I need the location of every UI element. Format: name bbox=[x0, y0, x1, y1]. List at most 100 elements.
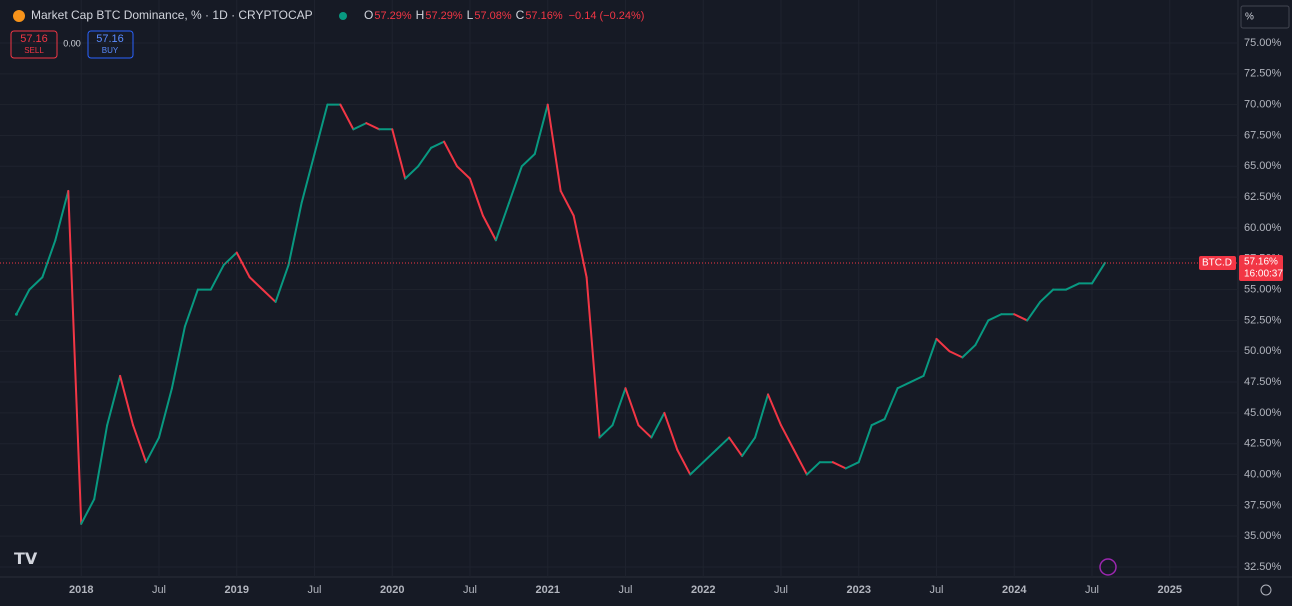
ohlc-value: 57.29% bbox=[374, 10, 412, 22]
segment bbox=[235, 251, 251, 279]
buy-label: BUY bbox=[102, 46, 119, 55]
segment bbox=[1065, 282, 1081, 291]
x-tick-label: 2018 bbox=[69, 584, 93, 596]
x-tick-label: Jul bbox=[774, 584, 788, 596]
segment bbox=[274, 263, 290, 303]
segment bbox=[844, 461, 860, 470]
segment bbox=[352, 122, 368, 131]
segment bbox=[961, 344, 977, 359]
segment bbox=[456, 165, 471, 180]
segment bbox=[909, 374, 925, 384]
segment bbox=[546, 103, 562, 192]
segment bbox=[339, 103, 355, 131]
y-tick-label: 47.50% bbox=[1244, 376, 1282, 388]
x-tick-label: 2024 bbox=[1002, 584, 1027, 596]
segment bbox=[948, 350, 964, 359]
segment bbox=[1013, 313, 1029, 322]
last-price-label: 57.16% bbox=[1244, 257, 1278, 268]
segment bbox=[67, 189, 83, 525]
countdown: 16:00:37 bbox=[1244, 269, 1283, 280]
chart-title: Market Cap BTC Dominance, % · 1D · CRYPT… bbox=[31, 8, 313, 22]
ohlc-value: 57.08% bbox=[474, 10, 512, 22]
segment bbox=[287, 202, 303, 266]
segment bbox=[28, 276, 44, 291]
segment bbox=[1026, 300, 1042, 322]
segment bbox=[391, 128, 407, 180]
segment bbox=[481, 214, 497, 242]
segment bbox=[831, 461, 847, 470]
segment bbox=[598, 424, 614, 439]
x-tick-label: 2025 bbox=[1157, 584, 1181, 596]
segment bbox=[676, 448, 692, 476]
y-tick-label: 32.50% bbox=[1244, 561, 1282, 573]
y-tick-label: 67.50% bbox=[1244, 129, 1282, 141]
y-tick-label: 45.00% bbox=[1244, 407, 1282, 419]
x-tick-label: 2023 bbox=[846, 584, 870, 596]
segment bbox=[585, 276, 601, 439]
segment bbox=[779, 424, 795, 451]
status-dot bbox=[339, 12, 347, 20]
segment bbox=[248, 276, 264, 291]
y-tick-label: 35.00% bbox=[1244, 530, 1282, 542]
ohlc-label: C bbox=[516, 8, 525, 22]
segment bbox=[741, 436, 757, 458]
segment bbox=[754, 393, 770, 439]
segment bbox=[261, 288, 277, 303]
segment bbox=[896, 381, 912, 390]
flash-icon[interactable] bbox=[1099, 558, 1117, 576]
segment bbox=[106, 374, 122, 427]
y-tick-label: 72.50% bbox=[1244, 68, 1282, 80]
axis-unit: % bbox=[1245, 12, 1254, 23]
segment bbox=[15, 288, 31, 316]
sell-button[interactable] bbox=[10, 30, 58, 59]
segment bbox=[313, 103, 329, 155]
segment bbox=[974, 319, 990, 347]
segment bbox=[715, 436, 731, 451]
segment bbox=[870, 418, 886, 427]
change: −0.14 (−0.24%) bbox=[569, 10, 645, 22]
segment bbox=[689, 461, 705, 476]
x-tick-label: 2020 bbox=[380, 584, 404, 596]
segment bbox=[650, 411, 666, 439]
segment bbox=[157, 387, 173, 439]
x-tick-label: Jul bbox=[307, 584, 321, 596]
unit-box[interactable] bbox=[1240, 5, 1290, 29]
segment bbox=[702, 448, 718, 464]
segment bbox=[611, 387, 627, 427]
settings-icon[interactable] bbox=[1260, 584, 1272, 596]
segment bbox=[145, 436, 160, 464]
segment bbox=[1039, 288, 1055, 303]
logo: 𝗧𝗩 bbox=[14, 551, 38, 568]
x-tick-label: Jul bbox=[152, 584, 166, 596]
segment bbox=[93, 424, 109, 501]
segment bbox=[922, 337, 938, 377]
segment bbox=[883, 387, 899, 421]
sell-price: 57.16 bbox=[20, 33, 48, 45]
y-tick-label: 55.00% bbox=[1244, 283, 1282, 295]
segment bbox=[300, 152, 316, 205]
segment bbox=[987, 313, 1003, 322]
segment bbox=[728, 436, 744, 458]
y-tick-label: 62.50% bbox=[1244, 191, 1282, 203]
segment bbox=[404, 165, 420, 180]
segment bbox=[170, 325, 186, 390]
segment bbox=[559, 189, 575, 217]
ohlc-label: H bbox=[416, 8, 425, 22]
grid: 75.00% 72.50% 70.00% 67.50% 65.00% 62.50% 60.0… bbox=[68, 36, 1282, 596]
segment bbox=[41, 239, 57, 279]
buy-button[interactable] bbox=[87, 30, 134, 59]
segment bbox=[365, 122, 381, 131]
segment bbox=[805, 461, 821, 476]
x-tick-label: 2019 bbox=[224, 584, 248, 596]
y-tick-label: 70.00% bbox=[1244, 99, 1282, 111]
x-tick-label: 2022 bbox=[691, 584, 715, 596]
segment bbox=[572, 214, 588, 279]
segment bbox=[857, 424, 873, 464]
ohlc-value: 57.29% bbox=[425, 10, 463, 22]
segment bbox=[54, 189, 70, 242]
btc-icon bbox=[13, 10, 25, 22]
plot bbox=[0, 103, 1238, 525]
ohlc: O 57.29% H 57.29% L 57.08% C 57.16% bbox=[364, 8, 563, 22]
buy-price: 57.16 bbox=[96, 33, 124, 45]
